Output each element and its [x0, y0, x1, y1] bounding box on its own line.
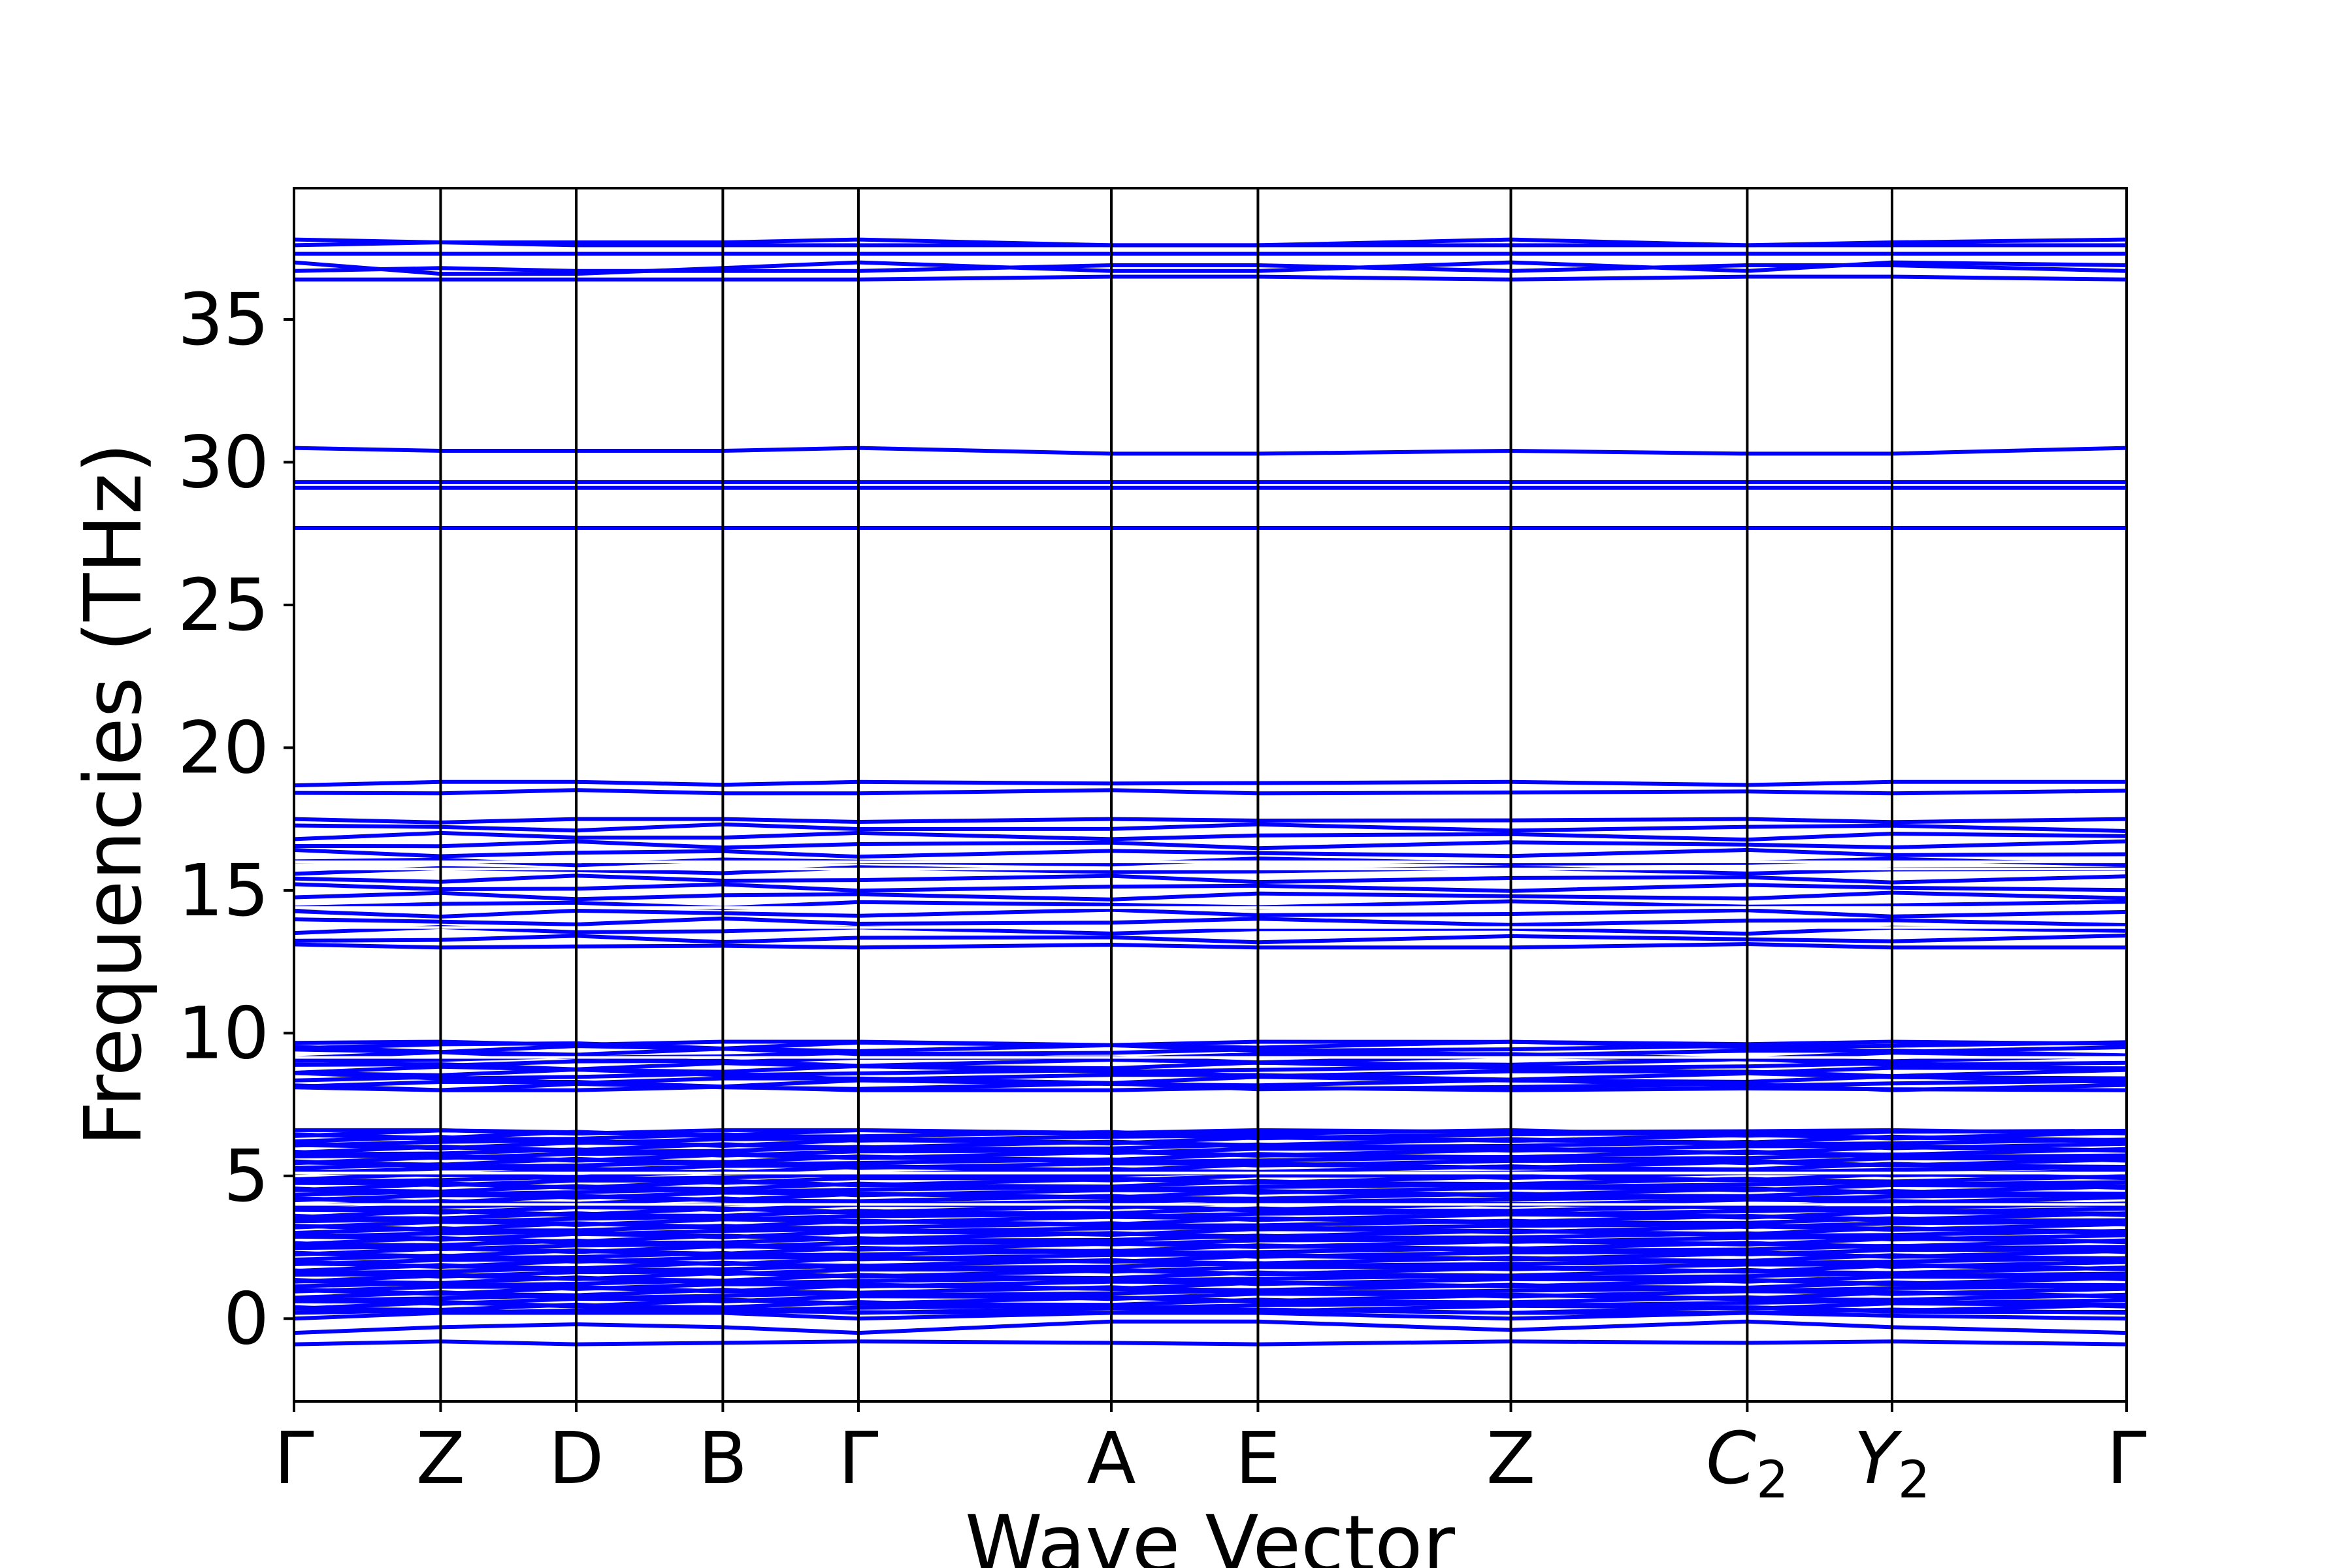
x-tick-label: Z	[416, 1416, 465, 1500]
x-tick-label: Z	[1486, 1416, 1535, 1500]
x-tick-label: C2	[1706, 1416, 1788, 1510]
y-tick-label: 5	[223, 1134, 269, 1218]
y-tick-label: 30	[178, 420, 269, 504]
x-tick-label: A	[1086, 1416, 1135, 1500]
x-tick-label: D	[549, 1416, 604, 1500]
y-tick-label: 20	[178, 706, 269, 789]
x-tick-label: Γ	[2106, 1416, 2146, 1500]
x-axis-label: Wave Vector	[965, 1499, 1456, 1568]
y-tick-label: 0	[223, 1277, 269, 1360]
x-tick-label: Γ	[274, 1416, 314, 1500]
y-axis: 0 5 10 15 20 25 30 35	[178, 278, 294, 1360]
x-axis: Γ Z D B Γ A E Z C2 Y2 Γ	[274, 1401, 2147, 1510]
x-tick-label: Y2	[1854, 1416, 1931, 1510]
y-tick-label: 10	[178, 991, 269, 1075]
x-tick-label: E	[1235, 1416, 1281, 1500]
y-tick-label: 15	[178, 849, 269, 932]
y-axis-label: Frequencies (THz)	[69, 443, 159, 1147]
plot-frame	[293, 187, 2128, 1403]
x-tick-label: B	[698, 1416, 747, 1500]
y-tick-label: 35	[178, 278, 269, 361]
x-tick-label: Γ	[838, 1416, 878, 1500]
high-symmetry-lines	[439, 188, 1893, 1401]
y-tick-label: 25	[178, 563, 269, 647]
